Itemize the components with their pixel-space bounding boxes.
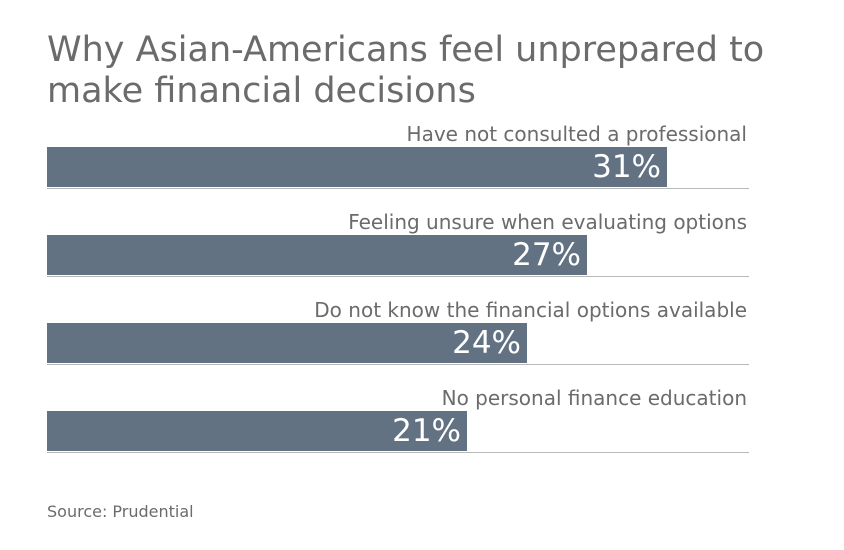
value-label: 21%: [392, 413, 461, 449]
value-label: 27%: [512, 237, 581, 273]
value-label: 31%: [592, 149, 661, 185]
bar: [47, 411, 467, 451]
bar: [47, 235, 587, 275]
category-label: Feeling unsure when evaluating options: [348, 210, 747, 234]
chart-title: Why Asian-Americans feel unprepared to m…: [47, 30, 765, 111]
bar: [47, 323, 527, 363]
bar-group: Do not know the financial options availa…: [47, 298, 749, 365]
category-label: Do not know the financial options availa…: [314, 298, 747, 322]
bar-group: No personal finance education 21%: [47, 386, 749, 453]
source-note: Source: Prudential: [47, 502, 194, 521]
category-label: Have not consulted a professional: [407, 122, 747, 146]
value-label: 24%: [452, 325, 521, 361]
category-label: No personal finance education: [442, 386, 747, 410]
bar-group: Have not consulted a professional 31%: [47, 122, 749, 189]
bar: [47, 147, 667, 187]
bar-group: Feeling unsure when evaluating options 27…: [47, 210, 749, 277]
